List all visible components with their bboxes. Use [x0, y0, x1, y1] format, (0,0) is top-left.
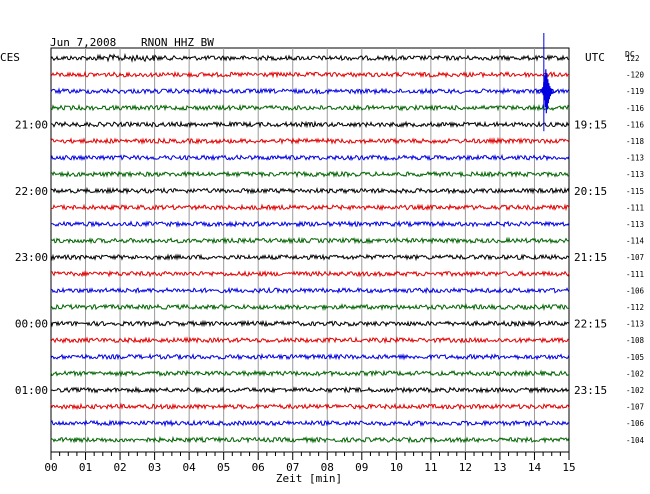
- dc-offset-label: -104: [626, 436, 645, 445]
- dc-offset-label: -106: [626, 286, 645, 295]
- dc-offset-label: -116: [626, 120, 645, 129]
- dc-offset-label: -116: [626, 104, 645, 113]
- left-hour-label: 23:00: [15, 251, 48, 264]
- dc-offset-label: -102: [626, 369, 644, 378]
- trace-row-15: [50, 303, 570, 311]
- right-hour-label: 20:15: [574, 185, 607, 198]
- dc-offset-label: -105: [626, 353, 644, 362]
- right-hour-label: 21:15: [574, 251, 607, 264]
- right-hour-label: 19:15: [574, 118, 607, 131]
- trace-row-21: [50, 402, 570, 411]
- trace-row-18: [50, 352, 570, 361]
- dc-offset-label: -111: [626, 270, 644, 279]
- trace-row-10: [50, 220, 570, 229]
- dc-offset-label: -113: [626, 220, 644, 229]
- dc-offset-label: -120: [626, 71, 645, 80]
- minute-grid: [50, 47, 570, 453]
- x-tick-label: 13: [493, 461, 506, 474]
- dc-offset-label: -112: [626, 303, 644, 312]
- seismic-traces: [50, 33, 570, 444]
- trace-row-0: [50, 52, 570, 63]
- x-tick-label: 15: [562, 461, 575, 474]
- trace-row-4: [50, 120, 570, 129]
- trace-row-6: [50, 153, 570, 162]
- x-tick-label: 01: [79, 461, 92, 474]
- trace-row-11: [50, 236, 570, 245]
- x-axis-title: Zeit [min]: [276, 472, 342, 485]
- x-tick-label: 04: [183, 461, 197, 474]
- right-hour-label: 22:15: [574, 318, 607, 331]
- left-hour-label: 00:00: [15, 318, 48, 331]
- trace-row-8: [50, 186, 570, 195]
- trace-row-3: [50, 103, 570, 112]
- dc-offset-label: -106: [626, 419, 645, 428]
- x-tick-label: 12: [459, 461, 472, 474]
- trace-row-14: [50, 286, 570, 295]
- trace-row-7: [50, 170, 570, 179]
- station-label: RNON HHZ BW: [141, 36, 214, 49]
- trace-row-23: [50, 435, 570, 444]
- x-tick-label: 06: [252, 461, 265, 474]
- left-hour-label: 01:00: [15, 384, 48, 397]
- trace-row-12: [50, 253, 570, 262]
- dc-offset-label: -111: [626, 203, 644, 212]
- dc-offset-label: -102: [626, 386, 644, 395]
- right-hour-label: 23:15: [574, 384, 607, 397]
- trace-row-20: [50, 386, 570, 394]
- dc-offset-label: -118: [626, 137, 645, 146]
- hour-labels: 21:00 22:00 23:00 00:00 01:00 19:15 20:15 21:15…: [15, 118, 607, 397]
- trace-row-17: [50, 336, 570, 345]
- dc-offset-label: -114: [626, 237, 645, 246]
- x-tick-labels: 00 01 02 03 04 05 06 07 08 09 10 11 12 13 14 15: [44, 461, 575, 474]
- dc-offset-label: -107: [626, 403, 644, 412]
- trace-row-16: [50, 319, 570, 328]
- dc-header-label: DC: [625, 50, 635, 59]
- trace-row-5: [50, 137, 570, 146]
- trace-row-13: [50, 270, 570, 278]
- right-timezone-label: UTC: [585, 51, 605, 64]
- dc-offset-label: -113: [626, 320, 644, 329]
- dc-offset-label: 122: [626, 54, 640, 63]
- x-tick-label: 10: [390, 461, 403, 474]
- x-tick-label: 09: [355, 461, 368, 474]
- dc-offset-labels: 122 -120 -119 -116 -116 -118 -113 -113 -115 -111 -…: [626, 54, 645, 445]
- x-tick-label: 02: [113, 461, 126, 474]
- x-tick-label: 14: [528, 461, 542, 474]
- x-tick-label: 03: [148, 461, 161, 474]
- trace-row-1: [50, 70, 570, 79]
- dc-offset-label: -108: [626, 336, 645, 345]
- x-tick-label: 07: [286, 461, 299, 474]
- x-tick-label: 11: [424, 461, 437, 474]
- x-tick-label: 08: [321, 461, 334, 474]
- x-tick-label: 05: [217, 461, 230, 474]
- trace-row-9: [50, 203, 570, 212]
- dc-offset-label: -113: [626, 170, 644, 179]
- date-label: Jun 7,2008: [50, 36, 116, 49]
- dc-offset-label: -113: [626, 154, 644, 163]
- left-hour-label: 21:00: [15, 118, 48, 131]
- x-tick-label: 00: [44, 461, 57, 474]
- dc-offset-label: -115: [626, 187, 644, 196]
- x-axis: [50, 452, 570, 460]
- dc-offset-label: -119: [626, 87, 644, 96]
- left-hour-label: 22:00: [15, 185, 48, 198]
- trace-row-2: [50, 87, 570, 96]
- event-spike: [536, 69, 558, 114]
- trace-row-19: [50, 369, 570, 378]
- trace-row-22: [50, 419, 570, 428]
- left-timezone-label: CES: [0, 51, 20, 64]
- dc-offset-label: -107: [626, 253, 644, 262]
